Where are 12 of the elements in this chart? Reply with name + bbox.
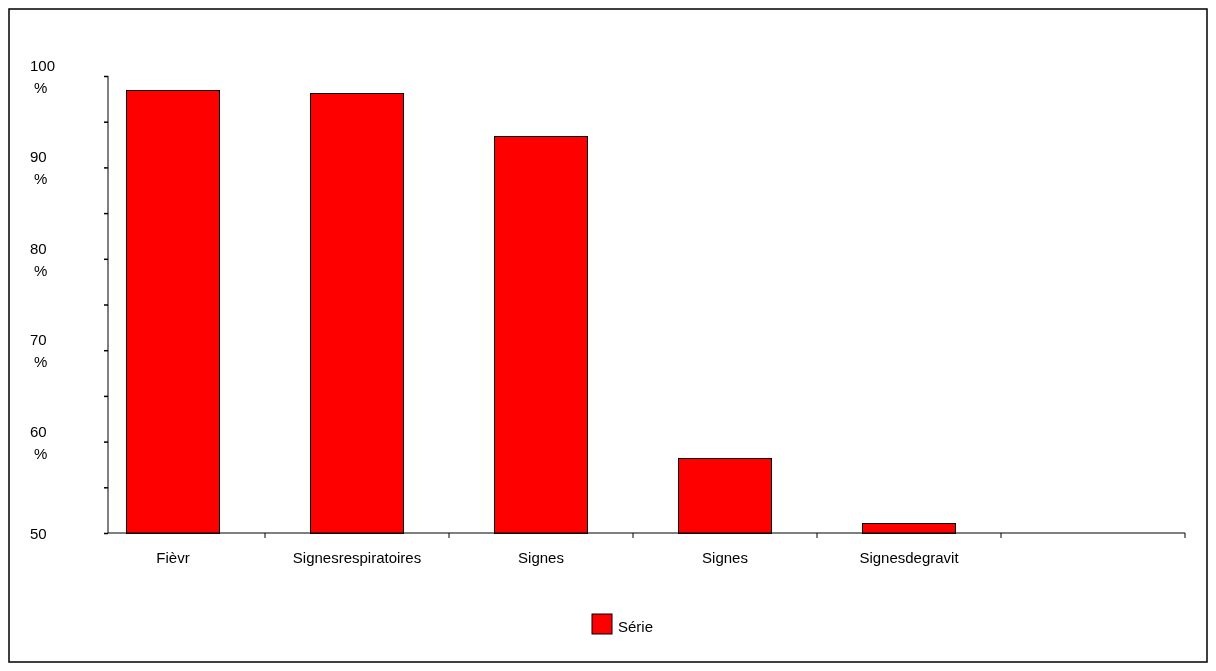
y-tick-label: 50 — [30, 524, 47, 542]
x-tick-label: Signesrespiratoires — [292, 549, 422, 566]
x-tick-label: Signes — [702, 549, 748, 566]
x-tick-label: Signes — [518, 549, 564, 566]
y-tick-label: 90 % — [30, 147, 48, 187]
x-tick-label: Signesdegravit — [859, 549, 960, 566]
y-tick-label: 70 % — [30, 330, 48, 370]
legend-label: Série — [618, 618, 654, 635]
y-tick-label: 60 % — [30, 422, 48, 462]
x-tick-label: Fièvr — [156, 549, 190, 566]
y-tick-label: 100 % — [30, 56, 56, 96]
y-tick-label: 80 % — [30, 239, 48, 279]
